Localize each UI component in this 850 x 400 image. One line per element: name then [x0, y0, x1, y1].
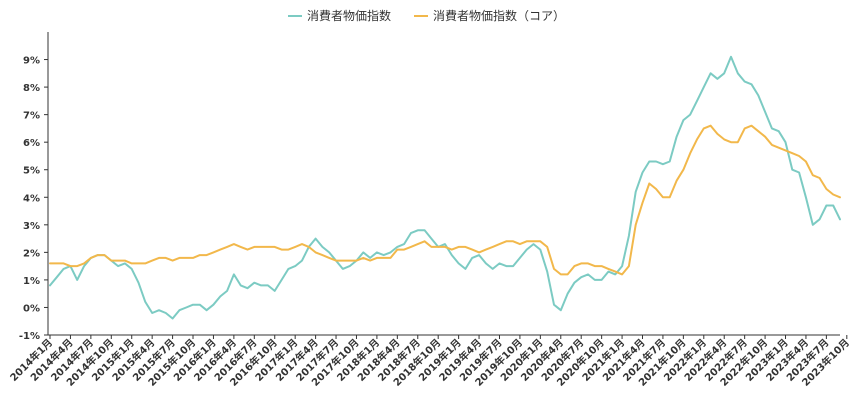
- y-axis-ticks: -1% 0% 1% 2% 3% 4% 5% 6% 7% 8% 9%: [19, 56, 48, 342]
- x-axis-ticks: 2014年1月2014年4月2014年7月2014年10月2015年1月2015…: [7, 335, 850, 389]
- legend-label: 消費者物価指数（コア）: [433, 8, 565, 23]
- series-line-cpi: [49, 55, 841, 320]
- y-tick-label: 3%: [23, 221, 40, 232]
- y-tick-label: 2%: [23, 248, 40, 259]
- y-tick-label: 1%: [23, 276, 40, 287]
- y-tick-label: 4%: [23, 193, 40, 204]
- y-tick-label: 7%: [23, 111, 40, 122]
- plot-area: -1% 0% 1% 2% 3% 4% 5% 6% 7% 8% 9% 2014年1月2014年4月20…: [7, 32, 850, 389]
- legend-label: 消費者物価指数: [307, 8, 391, 23]
- y-tick-label: 6%: [23, 138, 40, 149]
- y-tick-label: -1%: [19, 331, 40, 342]
- y-tick-label: 8%: [23, 83, 40, 94]
- y-tick-label: 0%: [23, 303, 40, 314]
- series-line-core-cpi: [49, 124, 841, 276]
- y-tick-label: 9%: [23, 56, 40, 67]
- series-layer: [49, 55, 841, 320]
- chart-legend: 消費者物価指数 消費者物価指数（コア）: [288, 8, 565, 23]
- y-tick-label: 5%: [23, 166, 40, 177]
